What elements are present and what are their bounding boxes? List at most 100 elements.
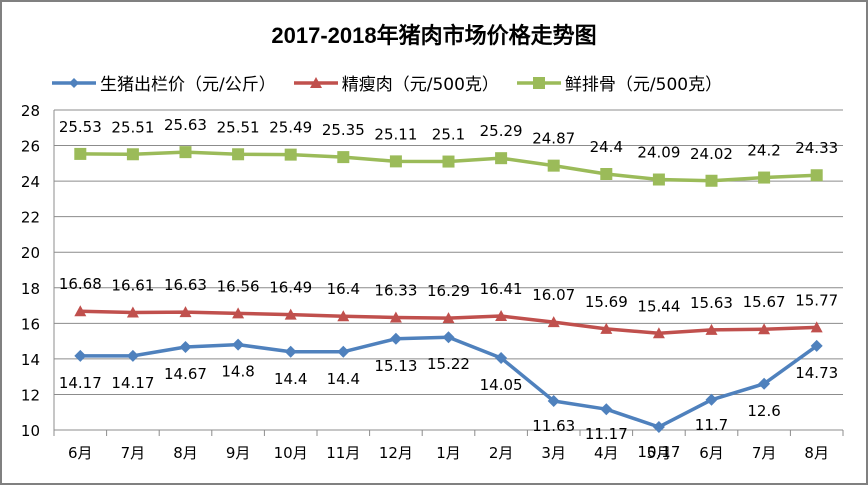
triangle-marker-icon	[126, 306, 139, 318]
data-label: 14.05	[480, 376, 523, 394]
y-tick-label: 20	[21, 244, 40, 262]
x-tick-label: 1月	[436, 444, 461, 462]
y-tick-label: 22	[21, 209, 40, 227]
legend-label: 鲜排骨（元/500克）	[564, 75, 723, 95]
diamond-marker-icon	[495, 352, 508, 364]
diamond-marker-icon	[337, 345, 350, 358]
data-label: 25.1	[432, 126, 465, 144]
y-tick-label: 28	[21, 102, 40, 120]
data-label: 25.53	[59, 118, 102, 136]
triangle-marker-icon	[389, 311, 402, 323]
data-label: 11.63	[532, 417, 575, 435]
legend-label: 精瘦肉（元/500克）	[341, 75, 499, 95]
data-label: 16.63	[164, 276, 207, 294]
data-label: 16.56	[217, 277, 260, 295]
legend-item-lean-pork: 精瘦肉（元/500克）	[293, 70, 499, 95]
square-marker-icon	[547, 159, 560, 172]
square-marker-icon	[758, 171, 771, 184]
square-marker-icon	[652, 173, 665, 186]
triangle-marker-icon	[600, 322, 613, 334]
diamond-marker-icon	[758, 377, 771, 390]
square-marker-icon	[705, 174, 718, 187]
data-label: 24.4	[590, 138, 623, 156]
x-tick-label: 8月	[173, 444, 198, 462]
data-label: 24.87	[532, 130, 575, 148]
square-marker-icon	[126, 148, 139, 161]
data-label: 15.44	[637, 297, 680, 315]
x-tick-label: 9月	[226, 444, 251, 462]
data-label: 16.41	[480, 280, 523, 298]
data-label: 15.69	[585, 293, 628, 311]
legend-item-spare-ribs: 鲜排骨（元/500克）	[516, 70, 723, 95]
data-label: 16.61	[111, 276, 154, 294]
data-label: 14.17	[59, 374, 102, 392]
triangle-marker-icon	[74, 305, 87, 317]
x-tick-label: 12月	[379, 444, 413, 462]
triangle-marker-icon	[547, 316, 560, 328]
data-label: 25.51	[217, 118, 260, 136]
data-label: 16.07	[532, 286, 575, 304]
data-label: 14.67	[164, 365, 207, 383]
data-label: 16.49	[269, 279, 312, 297]
data-label: 24.33	[795, 139, 838, 157]
data-label: 14.73	[795, 364, 838, 382]
data-label: 16.4	[327, 280, 360, 298]
diamond-marker-icon	[600, 403, 613, 416]
chart-title: 2017-2018年猪肉市场价格走势图	[271, 23, 597, 48]
y-tick-label: 12	[21, 386, 40, 404]
data-label: 15.13	[374, 357, 417, 375]
diamond-marker-icon	[705, 393, 718, 406]
data-label: 25.63	[164, 116, 207, 134]
x-tick-label: 5月	[647, 444, 672, 462]
diamond-marker-icon	[74, 349, 87, 362]
data-label: 15.22	[427, 355, 470, 373]
triangle-marker-icon	[810, 321, 823, 333]
data-label: 14.17	[111, 374, 154, 392]
square-marker-icon	[516, 76, 561, 89]
data-label: 15.67	[743, 293, 786, 311]
data-label: 25.51	[111, 118, 154, 136]
y-tick-label: 26	[21, 138, 40, 156]
square-marker-icon	[810, 169, 823, 182]
data-label: 10.17	[637, 443, 680, 461]
legend-label: 生猪出栏价（元/公斤）	[100, 75, 276, 95]
triangle-marker-icon	[179, 306, 192, 318]
data-label: 16.33	[374, 281, 417, 299]
square-marker-icon	[495, 152, 508, 165]
data-label: 11.17	[585, 425, 628, 443]
triangle-marker-icon	[284, 308, 297, 320]
square-marker-icon	[74, 147, 87, 160]
data-label: 12.6	[747, 402, 780, 420]
data-label: 25.35	[322, 121, 365, 139]
diamond-marker-icon	[389, 332, 402, 345]
data-label: 15.77	[795, 291, 838, 309]
diamond-marker-icon	[810, 339, 823, 352]
square-marker-icon	[389, 155, 402, 168]
x-tick-label: 4月	[594, 444, 619, 462]
triangle-marker-icon	[337, 310, 350, 322]
x-tick-label: 7月	[752, 444, 777, 462]
diamond-marker-icon	[232, 338, 245, 351]
y-tick-label: 18	[21, 280, 40, 298]
data-label: 24.09	[637, 144, 680, 162]
x-tick-label: 10月	[274, 444, 308, 462]
square-marker-icon	[232, 148, 245, 161]
data-label: 11.7	[695, 416, 728, 434]
y-tick-label: 16	[21, 315, 40, 333]
diamond-marker-icon	[442, 331, 455, 344]
x-tick-label: 7月	[121, 444, 146, 462]
triangle-marker-icon	[705, 323, 718, 335]
square-marker-icon	[600, 168, 613, 180]
y-tick-label: 10	[21, 422, 40, 440]
data-label: 14.4	[327, 370, 360, 388]
data-label: 24.02	[690, 145, 733, 163]
diamond-marker-icon	[284, 345, 297, 358]
triangle-marker-icon	[758, 323, 771, 335]
square-marker-icon	[284, 148, 297, 161]
square-marker-icon	[337, 151, 350, 164]
data-label: 25.29	[480, 122, 523, 140]
x-tick-label: 11月	[326, 444, 360, 462]
y-tick-label: 24	[21, 173, 40, 191]
triangle-marker-icon	[293, 76, 338, 88]
